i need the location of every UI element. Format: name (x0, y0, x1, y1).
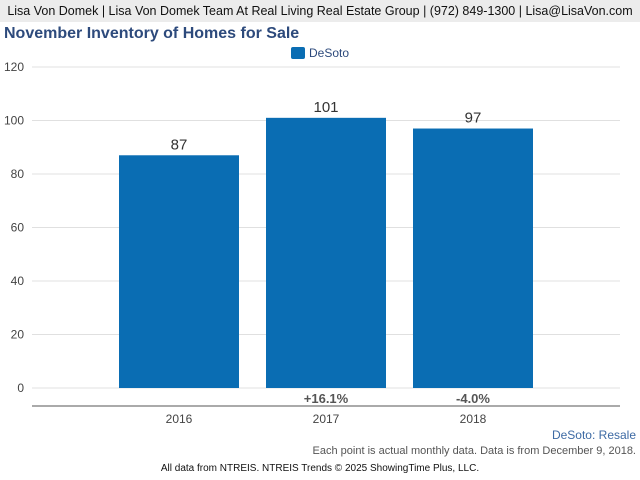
data-footnote: Each point is actual monthly data. Data … (312, 445, 636, 457)
change-label: +16.1% (304, 391, 349, 406)
bar (119, 155, 239, 388)
data-label: 97 (465, 110, 482, 127)
chart-title: November Inventory of Homes for Sale (4, 25, 300, 42)
y-tick-label: 20 (11, 328, 25, 342)
y-tick-label: 60 (11, 221, 25, 235)
data-credit: All data from NTREIS. NTREIS Trends © 20… (160, 463, 480, 474)
y-tick-label: 100 (4, 114, 24, 128)
x-tick-label: 2018 (460, 412, 487, 426)
data-label: 101 (313, 99, 338, 116)
chart-subtitle: DeSoto: Resale (551, 428, 636, 442)
bar (413, 128, 533, 388)
y-tick-label: 120 (4, 60, 24, 74)
x-tick-label: 2016 (166, 412, 193, 426)
change-label: -4.0% (456, 391, 490, 406)
y-tick-label: 80 (11, 167, 25, 181)
data-label: 87 (171, 136, 188, 153)
chart-legend[interactable]: DeSoto (0, 46, 640, 60)
agent-contact-header: Lisa Von Domek | Lisa Von Domek Team At … (0, 0, 640, 22)
y-tick-label: 40 (11, 274, 25, 288)
legend-swatch (290, 47, 305, 59)
y-tick-label: 0 (17, 381, 24, 395)
legend-label: DeSoto (308, 46, 350, 60)
x-tick-label: 2017 (313, 412, 340, 426)
bar (266, 117, 386, 388)
